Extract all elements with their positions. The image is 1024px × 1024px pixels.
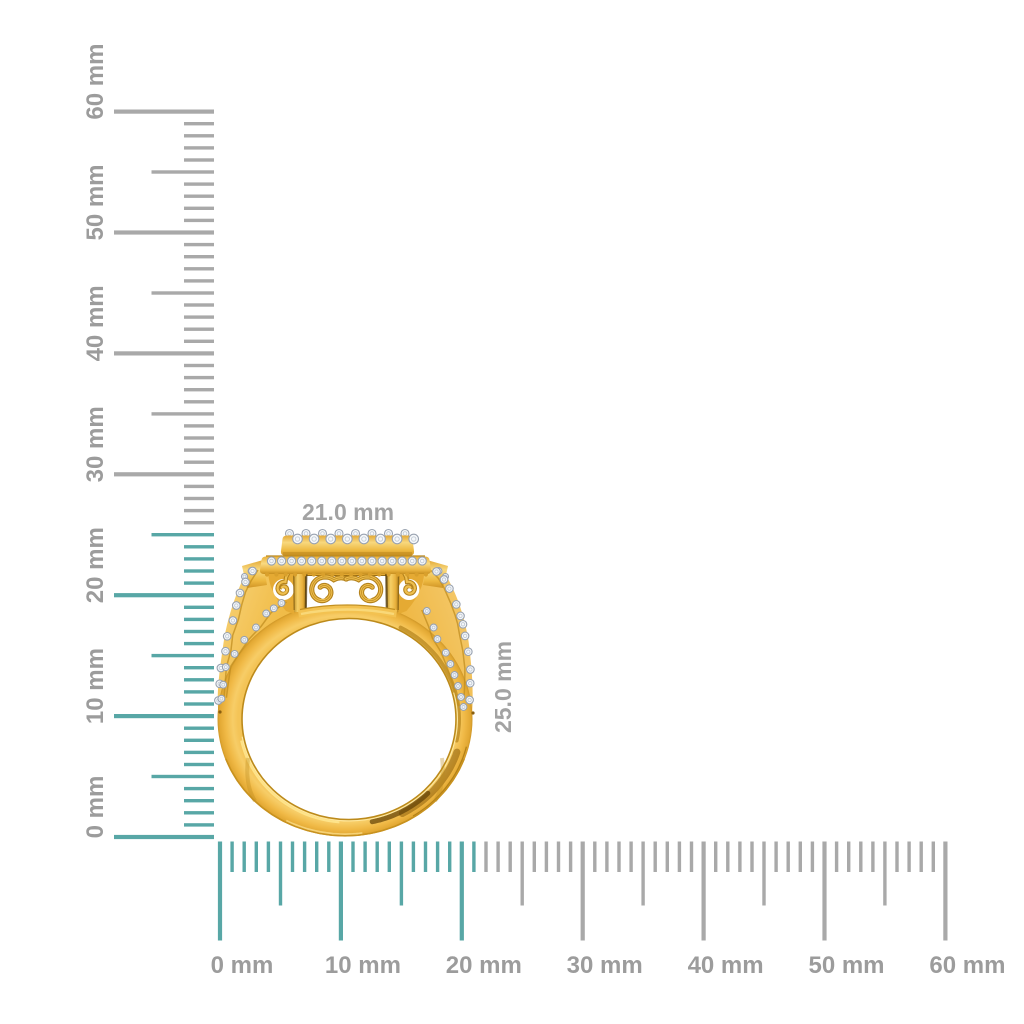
- svg-text:10 mm: 10 mm: [82, 648, 109, 724]
- svg-text:30 mm: 30 mm: [82, 406, 109, 482]
- svg-text:60 mm: 60 mm: [929, 952, 1005, 979]
- svg-text:30 mm: 30 mm: [567, 952, 643, 979]
- svg-text:10 mm: 10 mm: [325, 952, 401, 979]
- svg-text:20 mm: 20 mm: [82, 527, 109, 603]
- svg-text:0 mm: 0 mm: [82, 776, 109, 839]
- svg-text:50 mm: 50 mm: [808, 952, 884, 979]
- svg-text:0 mm: 0 mm: [211, 952, 274, 979]
- svg-text:60 mm: 60 mm: [82, 44, 109, 120]
- svg-text:40 mm: 40 mm: [688, 952, 764, 979]
- svg-text:40 mm: 40 mm: [82, 285, 109, 361]
- svg-text:50 mm: 50 mm: [82, 164, 109, 240]
- svg-text:21.0 mm: 21.0 mm: [302, 499, 394, 525]
- svg-text:20 mm: 20 mm: [446, 952, 522, 979]
- svg-text:25.0 mm: 25.0 mm: [490, 641, 516, 733]
